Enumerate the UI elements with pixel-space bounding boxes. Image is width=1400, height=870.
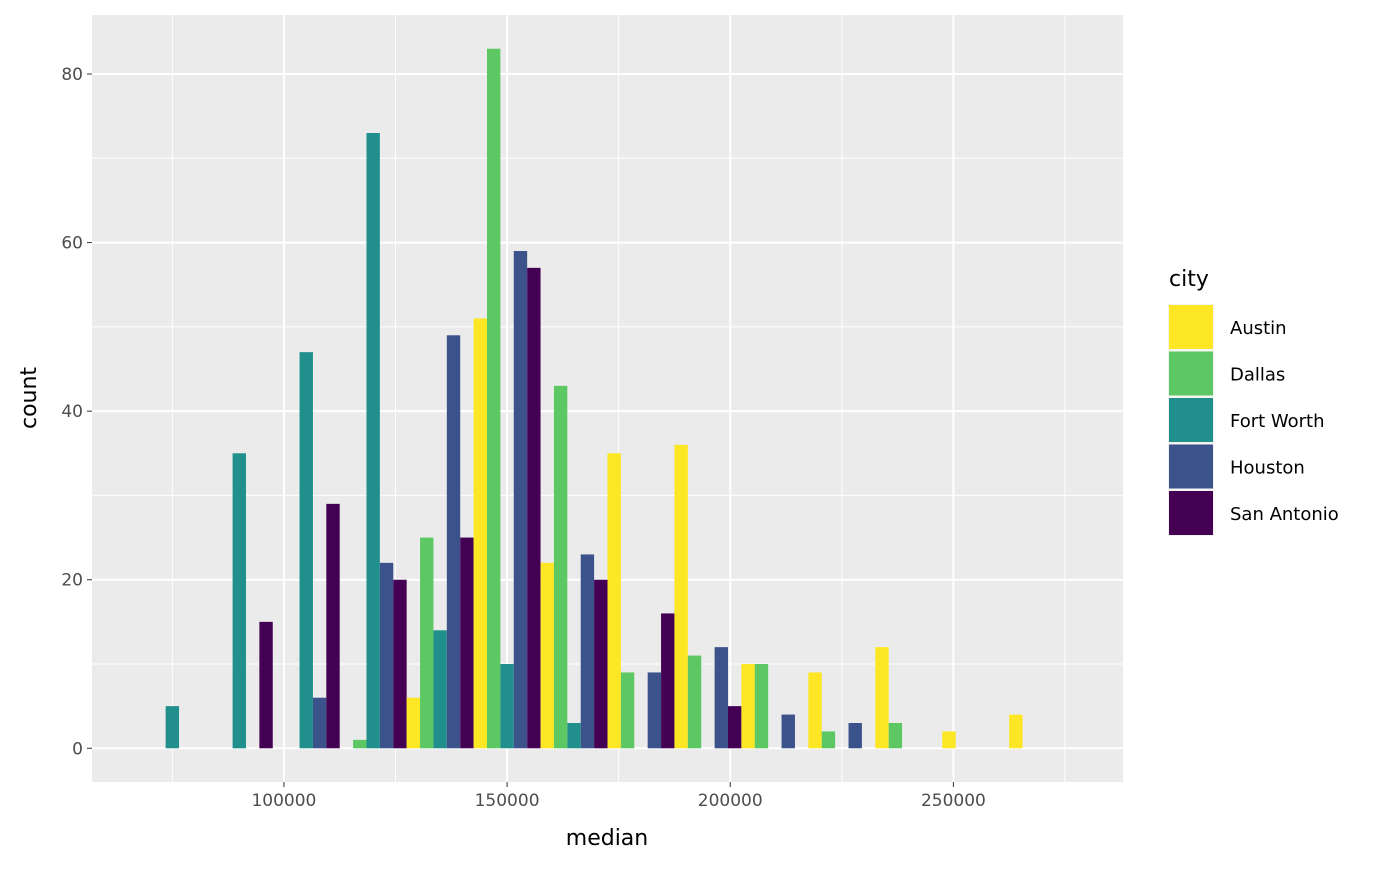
x-tick-label: 150000 xyxy=(475,791,540,811)
bar-fort-worth xyxy=(567,723,581,749)
legend-swatch-austin xyxy=(1169,305,1213,349)
legend-label: Dallas xyxy=(1230,365,1285,386)
x-tick-label: 250000 xyxy=(921,791,986,811)
bar-austin xyxy=(540,562,554,749)
legend-swatch-san-antonio xyxy=(1169,491,1213,535)
bar-houston xyxy=(848,723,862,749)
bar-fort-worth xyxy=(366,133,380,749)
y-tick-label: 20 xyxy=(61,571,83,591)
bar-houston xyxy=(647,672,662,749)
bar-austin xyxy=(406,697,421,749)
bar-dallas xyxy=(821,731,836,749)
bar-austin xyxy=(473,318,487,749)
bar-houston xyxy=(513,251,528,749)
y-tick-label: 40 xyxy=(61,402,83,422)
bar-houston xyxy=(446,335,461,749)
bar-dallas xyxy=(888,723,903,749)
legend-title: city xyxy=(1169,267,1209,292)
bar-san-antonio xyxy=(326,503,340,749)
bar-fort-worth xyxy=(500,664,514,749)
bar-san-antonio xyxy=(393,579,407,749)
bar-dallas xyxy=(754,664,769,749)
y-tick-label: 60 xyxy=(61,234,83,254)
x-axis-ticks: 100000 150000 200000 250000 xyxy=(251,782,986,811)
x-tick-label: 100000 xyxy=(251,791,316,811)
bar-san-antonio xyxy=(527,267,541,749)
bar-fort-worth xyxy=(299,352,313,749)
y-axis-ticks: 0 20 40 60 80 xyxy=(61,65,92,759)
bar-austin xyxy=(674,444,688,749)
bar-dallas xyxy=(553,385,568,749)
bar-dallas xyxy=(420,537,434,749)
legend-swatch-houston xyxy=(1169,444,1213,489)
legend: Austin Dallas Fort Worth Houston San Antonio xyxy=(1168,304,1339,536)
bar-houston xyxy=(312,697,327,749)
legend-label: Austin xyxy=(1230,318,1287,339)
bar-houston xyxy=(781,714,795,749)
bar-dallas xyxy=(486,48,501,749)
bar-fort-worth xyxy=(433,630,447,749)
legend-swatch-fort-worth xyxy=(1169,398,1213,442)
bar-austin xyxy=(942,731,956,749)
x-axis-label: median xyxy=(566,826,648,851)
bar-houston xyxy=(714,647,729,749)
legend-label: Houston xyxy=(1230,458,1305,479)
bar-dallas xyxy=(353,739,367,749)
legend-label: Fort Worth xyxy=(1230,411,1325,432)
y-axis-label: count xyxy=(17,367,42,429)
y-tick-label: 0 xyxy=(72,739,83,759)
bar-austin xyxy=(607,453,621,749)
bar-austin xyxy=(741,664,755,749)
bar-fort-worth xyxy=(232,453,246,749)
bar-san-antonio xyxy=(728,706,742,749)
legend-label: San Antonio xyxy=(1230,504,1339,525)
bar-houston xyxy=(580,554,595,749)
bar-fort-worth xyxy=(165,706,180,749)
bar-houston xyxy=(379,562,394,749)
bar-dallas xyxy=(620,672,635,749)
y-tick-label: 80 xyxy=(61,65,83,85)
x-tick-label: 200000 xyxy=(698,791,763,811)
bar-austin xyxy=(875,647,889,749)
bar-austin xyxy=(1009,714,1023,749)
bar-austin xyxy=(808,672,822,749)
bar-san-antonio xyxy=(594,579,608,749)
bars xyxy=(165,48,1023,749)
bar-san-antonio xyxy=(661,613,675,749)
bar-san-antonio xyxy=(460,537,474,749)
bar-dallas xyxy=(687,655,702,749)
legend-swatch-dallas xyxy=(1169,351,1213,396)
bar-san-antonio xyxy=(259,621,273,749)
